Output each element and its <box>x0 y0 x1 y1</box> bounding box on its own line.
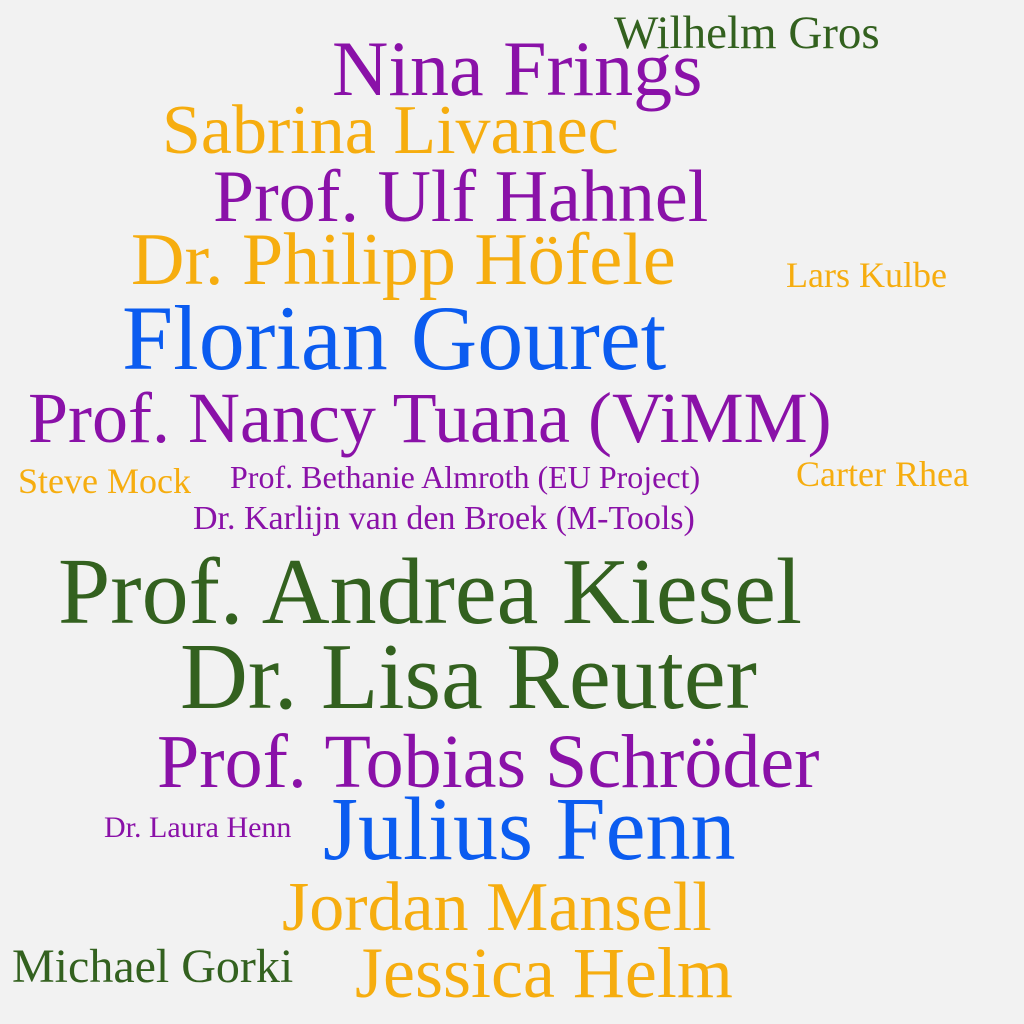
word-jessica-helm: Jessica Helm <box>355 933 733 1013</box>
word-steve-mock: Steve Mock <box>18 461 191 501</box>
word-lars-kulbe: Lars Kulbe <box>786 255 947 295</box>
word-ulf-hahnel: Prof. Ulf Hahnel <box>213 156 709 238</box>
word-lisa-reuter: Dr. Lisa Reuter <box>180 625 757 729</box>
word-florian-gouret: Florian Gouret <box>122 287 667 389</box>
word-nancy-tuana: Prof. Nancy Tuana (ViMM) <box>28 378 832 458</box>
word-karlijn-van-den-broek: Dr. Karlijn van den Broek (M-Tools) <box>193 500 695 537</box>
word-jordan-mansell: Jordan Mansell <box>282 869 712 946</box>
word-carter-rhea: Carter Rhea <box>796 454 969 494</box>
word-sabrina-livanec: Sabrina Livanec <box>162 92 619 169</box>
word-bethanie-almroth: Prof. Bethanie Almroth (EU Project) <box>230 459 701 495</box>
word-tobias-schroeder: Prof. Tobias Schröder <box>157 720 820 804</box>
word-philipp-hoefele: Dr. Philipp Höfele <box>131 219 676 301</box>
word-nina-frings: Nina Frings <box>332 25 703 112</box>
word-laura-henn: Dr. Laura Henn <box>104 811 292 844</box>
word-michael-gorki: Michael Gorki <box>12 940 294 993</box>
word-julius-fenn: Julius Fenn <box>323 780 736 879</box>
word-wilhelm-gros: Wilhelm Gros <box>614 7 880 59</box>
word-andrea-kiesel: Prof. Andrea Kiesel <box>58 540 802 644</box>
